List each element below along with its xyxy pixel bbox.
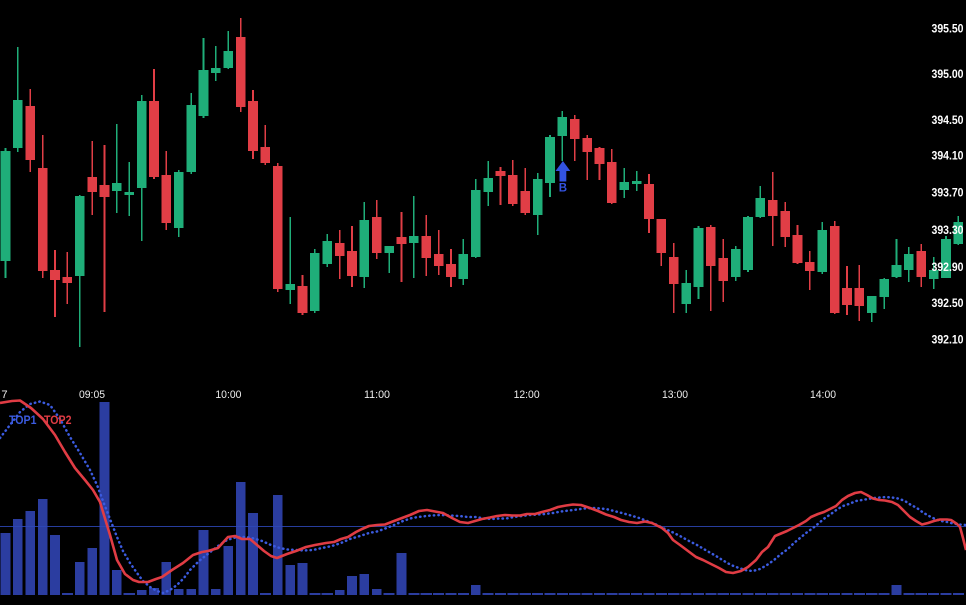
- svg-text:TOP1: TOP1: [9, 413, 37, 427]
- svg-text:392.90: 392.90: [932, 260, 964, 274]
- svg-text:14:00: 14:00: [810, 389, 836, 401]
- svg-text:12:00: 12:00: [514, 389, 540, 401]
- svg-text:394.50: 394.50: [932, 113, 964, 127]
- svg-text:395.00: 395.00: [932, 67, 964, 81]
- svg-text:394.10: 394.10: [932, 149, 964, 163]
- svg-text:TOP2: TOP2: [44, 413, 72, 427]
- svg-text:393.70: 393.70: [932, 186, 964, 200]
- svg-text:09:05: 09:05: [79, 389, 105, 401]
- svg-text:7: 7: [1, 389, 7, 401]
- svg-text:B: B: [559, 183, 567, 195]
- svg-text:395.50: 395.50: [932, 21, 964, 35]
- svg-text:393.30: 393.30: [932, 223, 964, 237]
- svg-text:13:00: 13:00: [662, 389, 688, 401]
- svg-text:10:00: 10:00: [215, 389, 241, 401]
- svg-text:11:00: 11:00: [364, 389, 390, 401]
- svg-text:392.10: 392.10: [932, 332, 964, 346]
- svg-text:392.50: 392.50: [932, 296, 964, 310]
